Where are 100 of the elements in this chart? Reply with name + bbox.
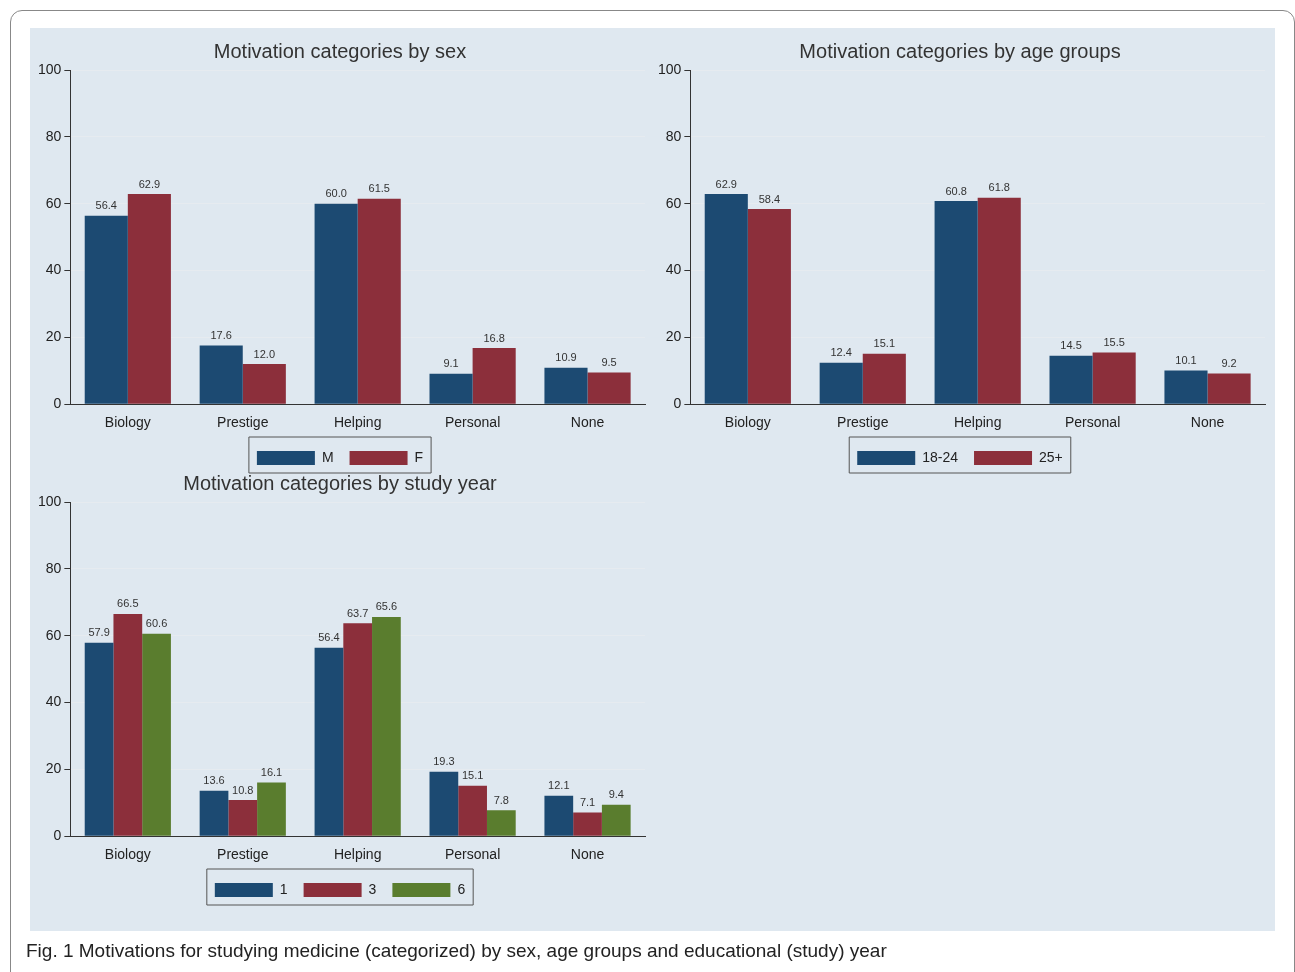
bar bbox=[601, 804, 631, 836]
bar bbox=[84, 215, 128, 404]
data-label: 66.5 bbox=[117, 597, 139, 610]
y-tick-label: 80 bbox=[665, 127, 682, 144]
x-tick-label: Prestige bbox=[837, 414, 889, 431]
data-label: 12.0 bbox=[253, 347, 276, 360]
data-label: 61.8 bbox=[988, 181, 1010, 194]
y-tick-label: 20 bbox=[45, 328, 62, 345]
data-label: 15.1 bbox=[873, 337, 896, 350]
data-label: 10.9 bbox=[555, 351, 577, 364]
data-label: 10.1 bbox=[1175, 353, 1197, 366]
y-tick-label: 100 bbox=[38, 60, 62, 77]
data-label: 19.3 bbox=[433, 755, 455, 768]
bar bbox=[357, 198, 401, 404]
bar bbox=[199, 345, 243, 404]
bar bbox=[704, 193, 748, 404]
y-tick-label: 20 bbox=[45, 760, 62, 777]
bar bbox=[199, 790, 229, 836]
data-label: 65.6 bbox=[375, 600, 398, 613]
bar bbox=[429, 373, 473, 404]
data-label: 60.6 bbox=[145, 617, 168, 630]
y-tick-label: 80 bbox=[45, 559, 62, 576]
data-label: 14.5 bbox=[1060, 339, 1082, 352]
y-tick-label: 60 bbox=[45, 194, 62, 211]
x-tick-label: Biology bbox=[724, 414, 771, 431]
bar bbox=[1049, 355, 1093, 404]
x-tick-label: Helping bbox=[333, 414, 382, 431]
x-tick-label: None bbox=[570, 414, 605, 431]
bar bbox=[113, 613, 143, 836]
bar bbox=[747, 209, 791, 404]
bar bbox=[1164, 370, 1208, 404]
bar bbox=[84, 642, 114, 836]
data-label: 15.5 bbox=[1103, 335, 1125, 348]
y-tick-label: 60 bbox=[665, 194, 682, 211]
y-tick-label: 40 bbox=[45, 261, 62, 278]
x-tick-label: Personal bbox=[1064, 414, 1121, 431]
data-label: 10.8 bbox=[232, 783, 254, 796]
legend-label: F bbox=[414, 448, 424, 465]
data-label: 57.9 bbox=[88, 626, 110, 639]
y-tick-label: 0 bbox=[673, 395, 682, 412]
data-label: 9.5 bbox=[601, 355, 617, 368]
x-tick-label: Personal bbox=[444, 414, 501, 431]
bar bbox=[544, 795, 574, 836]
bar bbox=[429, 771, 459, 836]
bar bbox=[242, 364, 286, 404]
legend-label: 18-24 bbox=[922, 448, 959, 465]
x-tick-label: None bbox=[570, 846, 605, 863]
y-tick-label: 100 bbox=[658, 60, 682, 77]
caption: Fig. 1 Motivations for studying medicine (categorized) by sex, age groups and educational (study) year bbox=[26, 940, 887, 961]
bar bbox=[1092, 352, 1136, 404]
y-tick-label: 20 bbox=[665, 328, 682, 345]
bar bbox=[314, 647, 344, 836]
x-tick-label: Helping bbox=[953, 414, 1002, 431]
bar bbox=[343, 623, 373, 836]
data-label: 12.4 bbox=[830, 346, 852, 359]
data-label: 56.4 bbox=[95, 199, 117, 212]
chart-title: Motivation categories by sex bbox=[213, 39, 467, 62]
data-label: 56.4 bbox=[318, 631, 340, 644]
data-label: 61.5 bbox=[368, 182, 390, 195]
y-tick-label: 0 bbox=[53, 827, 62, 844]
bar bbox=[1207, 373, 1251, 404]
data-label: 16.8 bbox=[483, 331, 505, 344]
bar bbox=[142, 633, 171, 836]
bar bbox=[127, 193, 171, 404]
bar bbox=[472, 348, 516, 404]
data-label: 62.9 bbox=[715, 177, 737, 190]
bar bbox=[544, 367, 588, 404]
x-tick-label: Biology bbox=[104, 846, 151, 863]
bar bbox=[372, 616, 401, 836]
data-label: 60.0 bbox=[325, 187, 347, 200]
data-label: 13.6 bbox=[203, 774, 225, 787]
legend-label: 1 bbox=[279, 880, 288, 897]
legend-label: 6 bbox=[457, 880, 466, 897]
bar bbox=[862, 353, 906, 404]
legend-label: 3 bbox=[368, 880, 377, 897]
bar bbox=[257, 782, 286, 836]
x-tick-label: Personal bbox=[444, 846, 501, 863]
data-label: 7.1 bbox=[579, 796, 596, 808]
y-tick-label: 40 bbox=[665, 261, 682, 278]
data-label: 9.2 bbox=[1221, 356, 1237, 369]
data-label: 9.4 bbox=[608, 788, 624, 801]
bar bbox=[228, 800, 258, 836]
data-label: 12.1 bbox=[548, 779, 570, 792]
x-tick-label: Prestige bbox=[217, 414, 269, 431]
x-tick-label: Biology bbox=[104, 414, 151, 431]
y-tick-label: 40 bbox=[45, 693, 62, 710]
bar bbox=[587, 372, 631, 404]
y-tick-label: 80 bbox=[45, 127, 62, 144]
y-tick-label: 60 bbox=[45, 626, 62, 643]
x-tick-label: Prestige bbox=[217, 846, 269, 863]
data-label: 17.6 bbox=[210, 328, 232, 341]
data-label: 15.1 bbox=[461, 769, 484, 782]
chart-title: Motivation categories by age groups bbox=[799, 39, 1121, 62]
data-label: 16.1 bbox=[260, 765, 283, 778]
data-label: 60.8 bbox=[945, 184, 967, 197]
data-label: 58.4 bbox=[758, 192, 781, 205]
chart-title: Motivation categories by study year bbox=[183, 471, 498, 494]
bar bbox=[486, 810, 516, 836]
bar bbox=[934, 201, 978, 404]
legend-label: 25+ bbox=[1039, 448, 1063, 465]
